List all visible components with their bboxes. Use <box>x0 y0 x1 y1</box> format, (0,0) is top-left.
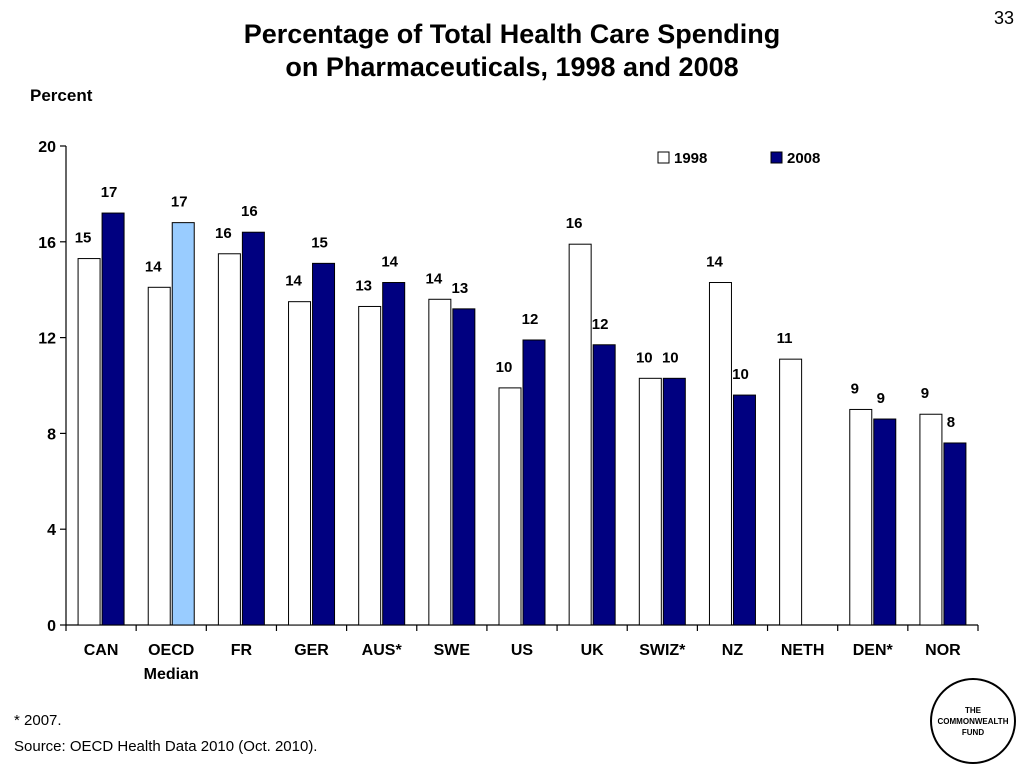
bar-1998 <box>638 377 662 626</box>
bar-2008 <box>592 344 616 626</box>
legend-label: 2008 <box>787 150 820 167</box>
x-category-label: Median <box>144 666 199 683</box>
bar-2008 <box>382 282 406 626</box>
y-tick-label: 8 <box>47 426 56 443</box>
data-label-1998: 15 <box>75 230 92 247</box>
source-note: Source: OECD Health Data 2010 (Oct. 2010… <box>14 738 318 755</box>
x-category-label: FR <box>231 642 253 659</box>
x-category-label: NZ <box>722 642 744 659</box>
bar-2008 <box>312 262 336 626</box>
y-tick-label: 0 <box>47 618 56 635</box>
bar-1998 <box>779 358 803 626</box>
data-label-1998: 14 <box>145 258 162 275</box>
bar-2008 <box>522 339 546 626</box>
data-label-1998: 10 <box>496 359 513 376</box>
bar-2008 <box>732 394 756 626</box>
x-category-label: DEN* <box>853 642 894 659</box>
data-label-1998: 14 <box>426 270 443 287</box>
chart-title-line2: on Pharmaceuticals, 1998 and 2008 <box>285 52 739 82</box>
x-category-label: SWIZ* <box>639 642 686 659</box>
data-label-1998: 11 <box>777 330 793 347</box>
data-label-2008: 15 <box>311 234 328 251</box>
slide-number: 33 <box>993 8 1014 28</box>
x-category-label: SWE <box>434 642 471 659</box>
legend-swatch <box>770 151 783 164</box>
bar-2008 <box>171 222 195 626</box>
data-label-2008: 12 <box>592 316 609 333</box>
data-label-2008: 17 <box>171 194 188 211</box>
data-label-2008: 10 <box>662 349 679 366</box>
data-label-1998: 16 <box>566 215 583 232</box>
logo-line-1: THE <box>964 705 981 715</box>
data-label-2008: 17 <box>101 184 118 201</box>
data-label-1998: 10 <box>636 349 653 366</box>
chart-title-line1: Percentage of Total Health Care Spending <box>243 19 781 49</box>
bar-2008 <box>241 231 265 626</box>
data-label-1998: 16 <box>215 225 232 242</box>
bar-1998 <box>147 286 171 626</box>
bar-2008 <box>101 212 125 626</box>
bar-2008 <box>943 442 967 626</box>
logo-line-3: FUND <box>961 727 985 737</box>
bar-1998 <box>428 298 452 626</box>
bar-chart: 0 4 8 12 16 20 15 17 CAN 14 17 OECD Median 16 16 FR 14 15… <box>38 139 979 683</box>
x-category-label: OECD <box>148 642 194 659</box>
bar-1998 <box>498 387 522 626</box>
bar-1998 <box>288 301 312 626</box>
data-label-2008: 8 <box>947 414 955 431</box>
y-tick-label: 16 <box>38 235 56 252</box>
y-axis-label: Percent <box>30 86 93 105</box>
x-category-label: NETH <box>781 642 825 659</box>
data-label-2008: 13 <box>452 280 469 297</box>
y-tick-label: 20 <box>38 139 56 156</box>
data-label-1998: 13 <box>355 277 372 294</box>
bar-1998 <box>849 408 873 626</box>
x-category-label: US <box>511 642 534 659</box>
y-tick-label: 4 <box>47 522 56 539</box>
legend-swatch <box>657 151 670 164</box>
data-label-2008: 14 <box>381 254 398 271</box>
data-label-2008: 9 <box>877 390 885 407</box>
bar-1998 <box>77 258 101 626</box>
bar-1998 <box>358 305 382 626</box>
x-category-label: GER <box>294 642 329 659</box>
footnote: * 2007. <box>14 712 62 729</box>
data-label-1998: 9 <box>851 380 859 397</box>
y-tick-label: 12 <box>38 331 56 348</box>
chart-title: Percentage of Total Health Care Spending… <box>0 18 1024 84</box>
data-label-1998: 14 <box>706 254 723 271</box>
bar-1998 <box>708 282 732 626</box>
bar-2008 <box>873 418 897 626</box>
data-label-2008: 12 <box>522 311 539 328</box>
data-label-1998: 14 <box>285 273 302 290</box>
data-label-2008: 16 <box>241 203 258 220</box>
bar-1998 <box>919 413 943 626</box>
x-category-label: NOR <box>925 642 961 659</box>
commonwealth-fund-logo: THE COMMONWEALTH FUND <box>930 678 1016 764</box>
data-label-1998: 9 <box>921 385 929 402</box>
legend-label: 1998 <box>674 150 707 167</box>
logo-line-2: COMMONWEALTH <box>937 716 1009 726</box>
x-category-label: UK <box>581 642 605 659</box>
data-label-2008: 10 <box>732 366 749 383</box>
bar-2008 <box>662 377 686 626</box>
bar-1998 <box>568 243 592 626</box>
bar-1998 <box>217 253 241 626</box>
x-category-label: AUS* <box>362 642 403 659</box>
x-category-label: CAN <box>84 642 119 659</box>
bar-2008 <box>452 308 476 626</box>
